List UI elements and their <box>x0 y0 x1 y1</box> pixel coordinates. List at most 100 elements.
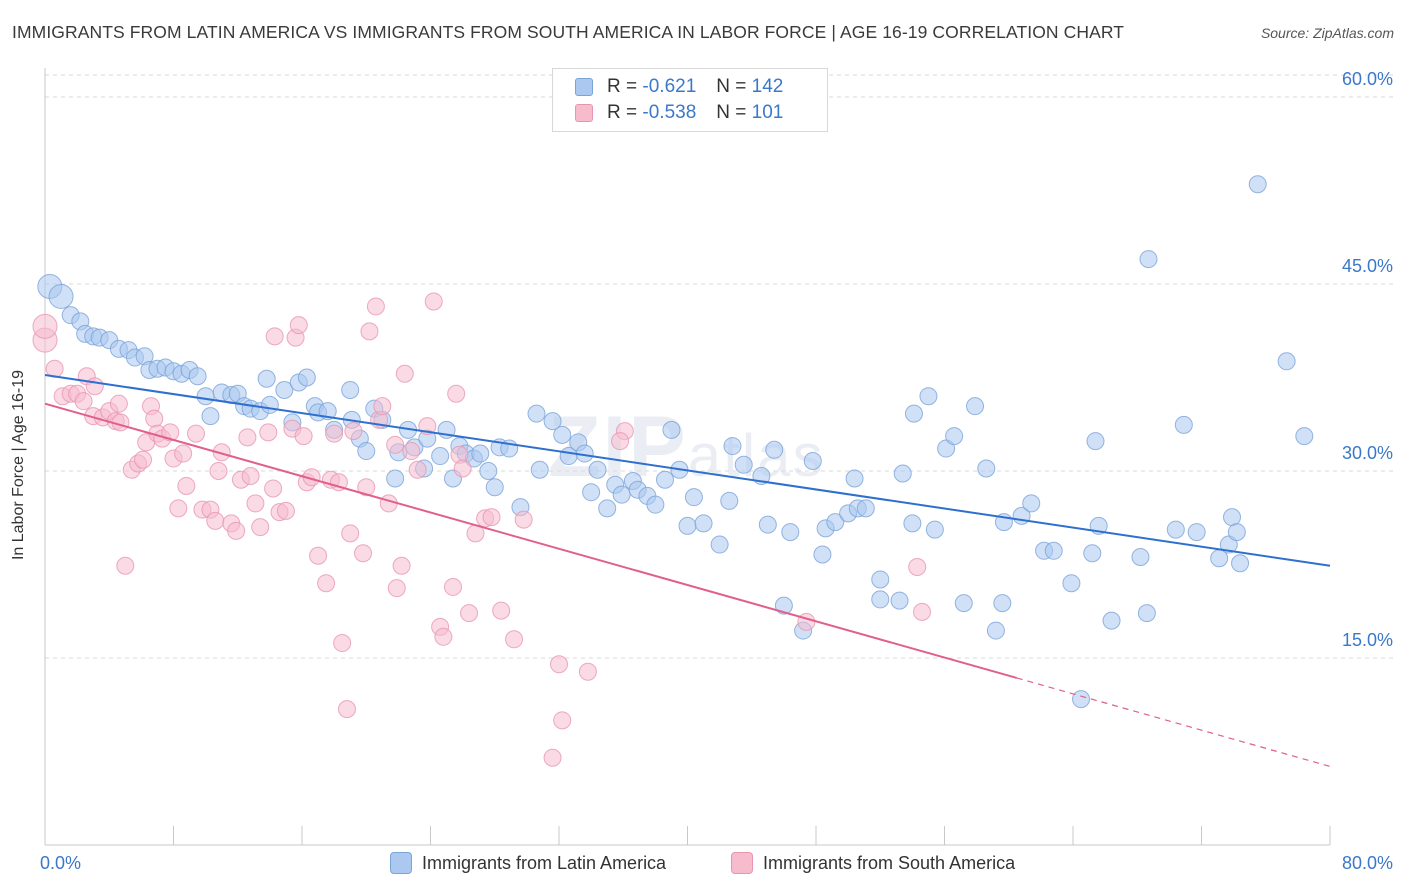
y-tick-label: 45.0% <box>1342 256 1393 276</box>
point-latin-america <box>856 499 875 518</box>
point-latin-america <box>588 460 607 479</box>
point-south-america <box>434 627 453 646</box>
point-south-america <box>366 297 385 316</box>
point-south-america <box>447 384 466 403</box>
point-south-america <box>443 577 462 596</box>
point-south-america <box>543 748 562 767</box>
point-latin-america <box>871 590 890 609</box>
point-south-america <box>460 604 479 623</box>
point-south-america <box>116 556 135 575</box>
point-south-america <box>145 409 164 428</box>
point-latin-america <box>275 380 294 399</box>
point-latin-america <box>774 596 793 615</box>
point-south-america <box>241 466 260 485</box>
point-south-america <box>395 364 414 383</box>
point-latin-america <box>1166 520 1185 539</box>
point-latin-america <box>977 459 996 478</box>
point-latin-america <box>803 452 822 471</box>
point-latin-america <box>893 464 912 483</box>
legend-row-pink: R = -0.538 N = 101 <box>575 101 783 125</box>
point-latin-america <box>612 485 631 504</box>
trend-lines <box>44 374 1331 768</box>
point-south-america <box>317 574 336 593</box>
legend-row-blue: R = -0.621 N = 142 <box>575 75 783 99</box>
point-south-america <box>514 510 533 529</box>
legend-n-value-pink: 101 <box>751 102 784 123</box>
point-latin-america <box>471 444 490 463</box>
point-latin-america <box>1277 352 1296 371</box>
tick-labels: 15.0% 30.0% 45.0% 60.0% 0.0% 80.0% <box>40 69 1393 873</box>
point-south-america <box>333 634 352 653</box>
point-south-america <box>259 423 278 442</box>
point-latin-america <box>598 499 617 518</box>
legend-r-value-blue: -0.621 <box>642 76 697 97</box>
series-swatch-pink <box>731 852 753 874</box>
point-latin-america <box>993 594 1012 613</box>
point-latin-america <box>694 514 713 533</box>
point-south-america <box>246 494 265 513</box>
point-south-america <box>357 478 376 497</box>
point-latin-america <box>1083 544 1102 563</box>
point-latin-america <box>297 368 316 387</box>
point-south-america <box>161 423 180 442</box>
trend-line-south-america <box>44 402 1018 679</box>
point-south-america <box>265 327 284 346</box>
point-latin-america <box>257 369 276 388</box>
point-south-america <box>360 322 379 341</box>
point-south-america <box>373 397 392 416</box>
stats-legend: R = -0.621 N = 142 R = -0.538 N = 101 <box>552 68 828 132</box>
point-latin-america <box>357 442 376 461</box>
point-latin-america <box>260 395 279 414</box>
point-latin-america <box>720 491 739 510</box>
point-south-america <box>276 501 295 520</box>
point-latin-america <box>530 460 549 479</box>
point-latin-america <box>684 488 703 507</box>
point-latin-america <box>710 535 729 554</box>
point-latin-america <box>678 516 697 535</box>
point-south-america <box>325 424 344 443</box>
point-south-america <box>74 392 93 411</box>
trend-line-latin-america <box>44 374 1331 567</box>
point-latin-america <box>904 404 923 423</box>
point-latin-america <box>1022 494 1041 513</box>
point-south-america <box>289 316 308 335</box>
point-south-america <box>354 544 373 563</box>
point-south-america <box>387 579 406 598</box>
data-points <box>32 175 1314 767</box>
point-south-america <box>227 521 246 540</box>
trend-line-south-america-extension <box>1016 677 1331 768</box>
point-latin-america <box>646 495 665 514</box>
point-south-america <box>344 422 363 441</box>
point-south-america <box>386 435 405 454</box>
point-south-america <box>453 459 472 478</box>
legend-n-label: N = <box>716 102 747 123</box>
legend-n-label: N = <box>716 76 747 97</box>
point-latin-america <box>734 455 753 474</box>
point-south-america <box>337 700 356 719</box>
point-south-america <box>32 313 58 339</box>
point-south-america <box>169 499 188 518</box>
point-south-america <box>109 394 128 413</box>
series-legend-pink: Immigrants from South America <box>731 852 1015 874</box>
point-latin-america <box>1174 415 1193 434</box>
series-legend-blue: Immigrants from Latin America <box>390 852 666 874</box>
source-label: Source: ZipAtlas.com <box>1260 25 1394 41</box>
point-south-america <box>913 602 932 621</box>
series-swatch-blue <box>390 852 412 874</box>
point-south-america <box>492 601 511 620</box>
point-latin-america <box>188 367 207 386</box>
point-south-america <box>209 462 228 480</box>
point-latin-america <box>1248 175 1267 194</box>
x-tick-label-max: 80.0% <box>1342 853 1393 873</box>
point-latin-america <box>925 520 944 539</box>
point-latin-america <box>582 483 601 502</box>
point-latin-america <box>1062 574 1081 593</box>
point-south-america <box>553 711 572 730</box>
point-south-america <box>177 476 196 495</box>
point-latin-america <box>1231 554 1250 573</box>
point-south-america <box>206 511 225 530</box>
point-latin-america <box>201 407 220 426</box>
point-latin-america <box>723 437 742 456</box>
point-latin-america <box>954 594 973 613</box>
